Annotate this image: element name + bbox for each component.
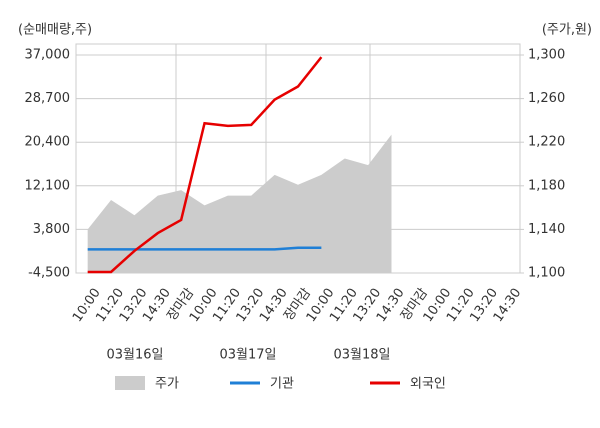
y-tick-label: 3,800	[33, 222, 70, 237]
y-tick-label: -4,500	[28, 266, 70, 281]
y2-tick-label: 1,220	[528, 135, 565, 150]
legend-swatch	[115, 376, 145, 390]
y-axis-label: (순매매량,주)	[18, 23, 92, 38]
date-label: 03월17일	[219, 348, 276, 363]
y-tick-label: 20,400	[25, 135, 71, 150]
y2-axis-label: (주가,원)	[542, 23, 592, 38]
legend-label: 주가	[155, 377, 179, 392]
y2-tick-label: 1,140	[528, 222, 565, 237]
legend-label: 외국인	[410, 377, 446, 392]
series-line	[87, 56, 323, 274]
y-tick-label: 12,100	[25, 178, 71, 193]
series-line	[87, 246, 322, 251]
price-area	[87, 134, 392, 273]
y2-tick-label: 1,180	[528, 178, 565, 193]
y2-tick-label: 1,260	[528, 91, 565, 106]
y-tick-label: 37,000	[25, 48, 71, 63]
legend-label: 기관	[270, 377, 294, 392]
y2-tick-label: 1,100	[528, 266, 565, 281]
y2-tick-label: 1,300	[528, 48, 565, 63]
date-label: 03월16일	[106, 348, 163, 363]
date-label: 03월18일	[333, 348, 390, 363]
y-tick-label: 28,700	[25, 91, 71, 106]
